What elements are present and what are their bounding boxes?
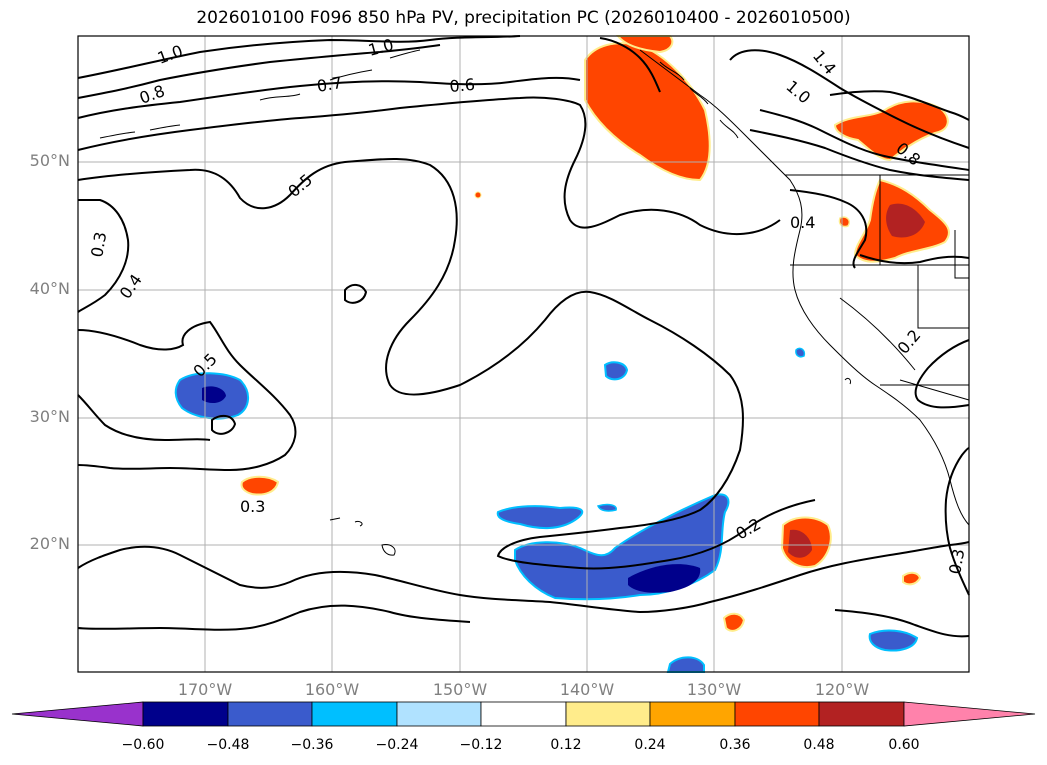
lon-tick-label: 160°W	[304, 680, 360, 699]
colorbar-label: 0.60	[888, 737, 920, 753]
lat-tick-label: 40°N	[29, 279, 70, 298]
contour-label: 0.3	[945, 547, 968, 575]
precip-negative	[174, 347, 919, 673]
lat-tick-label: 30°N	[29, 407, 70, 426]
colorbar-segment	[311, 701, 398, 727]
contour-label: 0.7	[315, 73, 343, 96]
precip-positive	[240, 35, 950, 632]
colorbar-segment	[734, 701, 820, 727]
coastlines	[99, 49, 970, 556]
colorbar-segment	[565, 701, 651, 727]
lat-tick-label: 20°N	[29, 534, 70, 553]
colorbar-label: 0.24	[634, 737, 666, 753]
map-area: 1.0 1.0 0.8 0.7 0.6 0.5 0.5 0.4 0.4 0.3 …	[77, 35, 970, 673]
colorbar-label: −0.36	[290, 737, 334, 753]
contour-label: 0.4	[790, 213, 815, 232]
contour-label: 0.3	[87, 230, 110, 258]
colorbar-label: 0.36	[719, 737, 751, 753]
colorbar-segment	[649, 701, 736, 727]
colorbar-label: −0.48	[206, 737, 250, 753]
lon-tick-label: 120°W	[814, 680, 870, 699]
lon-tick-label: 170°W	[177, 680, 233, 699]
colorbar-extend-max	[903, 701, 1036, 727]
contour-label: 0.6	[449, 75, 476, 96]
lon-tick-label: 140°W	[559, 680, 615, 699]
colorbar-segment	[480, 701, 567, 727]
lon-tick-label: 130°W	[686, 680, 742, 699]
colorbar	[11, 701, 1036, 727]
colorbar-label: −0.24	[375, 737, 419, 753]
lat-tick-label: 50°N	[29, 151, 70, 170]
contour-label: 0.3	[240, 497, 265, 516]
pv-contours	[77, 35, 970, 638]
map-title: 2026010100 F096 850 hPa PV, precipitatio…	[196, 8, 851, 28]
colorbar-label: 0.12	[550, 737, 582, 753]
lon-tick-label: 150°W	[432, 680, 488, 699]
colorbar-segment	[396, 701, 482, 727]
colorbar-segment	[227, 701, 313, 727]
map-frame	[77, 35, 970, 673]
colorbar-label: −0.12	[459, 737, 503, 753]
colorbar-extend-min	[11, 701, 144, 727]
gridlines	[78, 36, 969, 672]
colorbar-segment	[818, 701, 905, 727]
colorbar-label: 0.48	[803, 737, 835, 753]
colorbar-segment	[142, 701, 229, 727]
colorbar-label: −0.60	[121, 737, 165, 753]
